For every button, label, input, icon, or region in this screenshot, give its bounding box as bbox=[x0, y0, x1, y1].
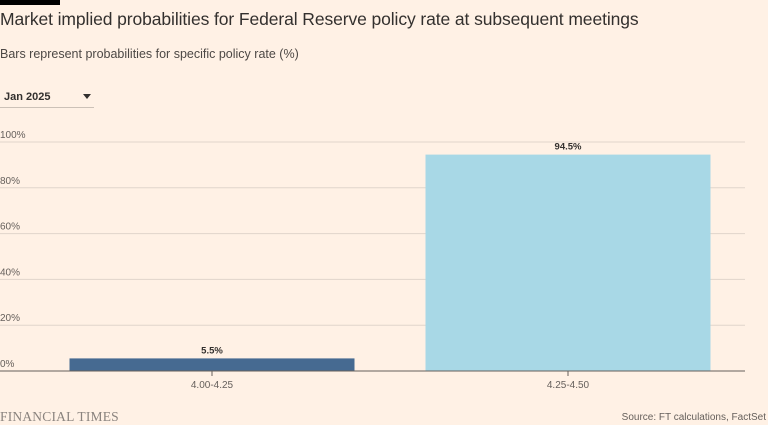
ft-logo-text: FINANCIAL TIMES bbox=[0, 409, 119, 424]
bar-4.00-4.25 bbox=[69, 358, 355, 371]
chart-title: Market implied probabilities for Federal… bbox=[0, 9, 639, 29]
y-tick-label-60: 60% bbox=[0, 222, 20, 233]
meeting-date-dropdown[interactable]: Jan 2025 bbox=[0, 84, 94, 108]
y-tick-label-100: 100% bbox=[0, 130, 26, 141]
bar-layer bbox=[69, 154, 711, 371]
y-tick-label-0: 0% bbox=[0, 359, 15, 370]
y-tick-label-40: 40% bbox=[0, 267, 20, 278]
axis-layer: 0% 20% 40% 60% 80% 100% 4.00-4.25 4.25-4.50 bbox=[0, 130, 745, 391]
chevron-down-icon bbox=[83, 94, 91, 99]
data-label-4.00-4.25: 5.5% bbox=[201, 345, 223, 356]
brand-top-bar bbox=[0, 0, 60, 5]
bar-chart: 5.5% 94.5% 0% 20% 40% 60% 80% 100% 4.00-4.25 4.2… bbox=[0, 130, 745, 391]
data-label-4.25-4.50: 94.5% bbox=[555, 142, 582, 153]
y-tick-label-80: 80% bbox=[0, 176, 20, 187]
bar-4.25-4.50 bbox=[425, 154, 711, 371]
y-tick-label-20: 20% bbox=[0, 313, 20, 324]
meeting-date-value: Jan 2025 bbox=[4, 91, 51, 103]
label-layer: 5.5% 94.5% bbox=[201, 142, 582, 357]
source-note: Source: FT calculations, FactSet bbox=[621, 412, 766, 423]
chart-subtitle: Bars represent probabilities for specifi… bbox=[0, 47, 299, 61]
x-tick-label-4.25-4.50: 4.25-4.50 bbox=[547, 380, 590, 391]
x-tick-label-4.00-4.25: 4.00-4.25 bbox=[191, 380, 234, 391]
